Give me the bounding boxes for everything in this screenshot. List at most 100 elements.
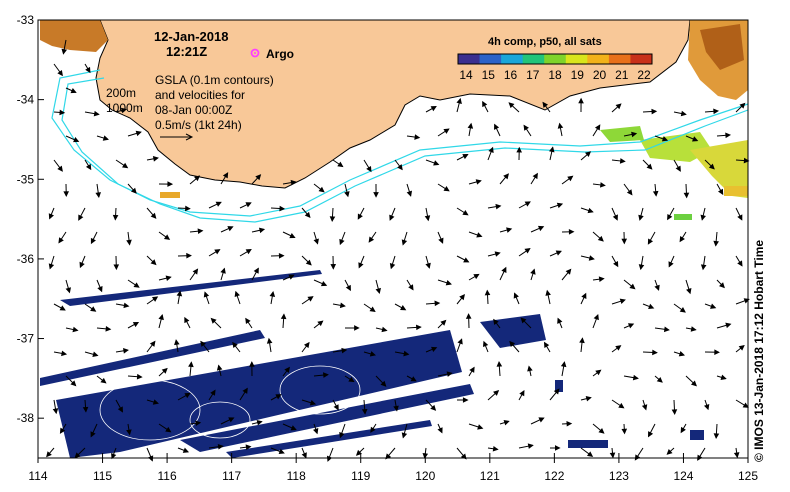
- velocity-arrow-head: [494, 251, 501, 257]
- velocity-arrow-head: [619, 298, 626, 304]
- velocity-arrow-head: [595, 369, 602, 376]
- velocity-arrow-head: [538, 417, 545, 423]
- y-tick-label: -34: [17, 93, 35, 107]
- velocity-arrow-head: [652, 349, 658, 356]
- plot-frame: [37, 19, 749, 459]
- velocity-arrow-head: [597, 235, 604, 242]
- velocity-arrow-head: [632, 374, 639, 381]
- velocity-arrow-head: [738, 344, 745, 351]
- velocity-arrow-head: [245, 248, 252, 255]
- velocity-arrow-head: [690, 380, 697, 387]
- velocity-arrow-head: [594, 124, 601, 131]
- velocity-arrow-head: [151, 296, 159, 302]
- velocity-arrow-head: [492, 445, 499, 452]
- x-tick-label: 117: [222, 469, 241, 483]
- velocity-arrow-head: [266, 337, 273, 344]
- velocity-arrow-head: [430, 404, 437, 411]
- velocity-arrow-head: [245, 202, 252, 208]
- velocity-arrow-head: [61, 350, 68, 357]
- velocity-arrow-head: [186, 252, 192, 259]
- velocity-arrow-head: [255, 174, 262, 181]
- gsla-contours: [99, 365, 361, 441]
- velocity-arrow-head: [100, 377, 107, 384]
- velocity-arrow-head: [553, 388, 560, 395]
- velocity-arrow-head: [437, 427, 443, 434]
- velocity-arrow-head: [393, 405, 399, 412]
- velocity-arrow-head: [648, 431, 654, 438]
- velocity-arrow-head: [549, 146, 555, 153]
- velocity-arrow-head: [184, 316, 190, 324]
- velocity-arrow-head: [555, 250, 562, 256]
- velocity-arrow-head: [185, 205, 191, 212]
- velocity-arrow-head: [184, 392, 191, 399]
- colorbar-tick-label: 17: [526, 68, 540, 82]
- velocity-arrow-head: [401, 432, 408, 439]
- velocity-arrow-head: [82, 406, 89, 413]
- velocity-arrow-head: [210, 317, 217, 324]
- velocity-arrow-head: [245, 317, 251, 324]
- velocity-arrow-head: [234, 290, 240, 298]
- colorbar-segment: [587, 54, 610, 64]
- velocity-arrow-head: [661, 136, 669, 142]
- velocity-arrow-head: [158, 313, 164, 321]
- velocity-arrow-head: [339, 238, 345, 246]
- velocity-arrow-head: [344, 191, 350, 198]
- velocity-arrow-head: [443, 128, 450, 134]
- velocity-arrow-head: [216, 364, 223, 371]
- colorbar-tick-label: 15: [482, 68, 496, 82]
- velocity-arrow-head: [496, 360, 503, 367]
- velocity-arrow-head: [578, 97, 584, 104]
- velocity-arrow-head: [210, 389, 216, 396]
- velocity-arrow-head: [656, 376, 663, 383]
- velocity-arrow-head: [627, 323, 635, 329]
- velocity-arrow-head: [59, 427, 66, 434]
- velocity-arrow-head: [215, 201, 222, 207]
- velocity-arrow-head: [203, 291, 210, 298]
- velocity-arrow-head: [493, 390, 500, 396]
- colorbar-segment: [544, 54, 567, 64]
- velocity-arrow-head: [598, 427, 605, 434]
- velocity-arrow-head: [612, 214, 618, 221]
- velocity-arrow-head: [403, 350, 410, 357]
- velocity-arrow-head: [743, 157, 750, 164]
- x-tick-label: 120: [415, 469, 435, 483]
- velocity-arrow-head: [542, 101, 549, 108]
- velocity-arrow-head: [355, 449, 362, 456]
- colorbar-tick-label: 20: [593, 68, 607, 82]
- velocity-arrow-head: [366, 165, 372, 173]
- velocity-arrow-head: [284, 366, 290, 373]
- velocity-arrow-head: [102, 135, 109, 141]
- velocity-arrow-head: [581, 292, 587, 300]
- velocity-arrow-head: [305, 259, 312, 266]
- velocity-arrow-head: [626, 189, 633, 196]
- velocity-arrow-head: [389, 263, 396, 270]
- velocity-arrow-head: [593, 313, 599, 321]
- velocity-arrow-head: [440, 319, 447, 326]
- colorbar: [457, 53, 653, 65]
- velocity-arrow-head: [545, 289, 551, 296]
- velocity-arrow-head: [278, 448, 285, 455]
- velocity-arrow-head: [737, 214, 743, 221]
- sst-cold-swaths: [40, 270, 704, 458]
- velocity-arrow-head: [438, 237, 444, 244]
- x-tick-label: 122: [544, 469, 564, 483]
- velocity-arrow-head: [686, 288, 692, 295]
- velocity-arrow-head: [333, 404, 339, 411]
- velocity-arrow-head: [424, 215, 431, 222]
- velocity-arrow-head: [652, 190, 659, 197]
- colorbar-segment: [630, 54, 653, 64]
- velocity-arrow-head: [126, 429, 132, 436]
- velocity-arrow-head: [488, 146, 494, 154]
- velocity-arrow-head: [513, 292, 519, 299]
- velocity-arrow-head: [369, 351, 376, 357]
- velocity-arrow-head: [165, 275, 172, 281]
- velocity-arrow-head: [410, 376, 417, 382]
- velocity-arrow-head: [647, 238, 654, 245]
- legend-line-1: GSLA (0.1m contours): [155, 73, 274, 87]
- colorbar-tick-label: 16: [504, 68, 518, 82]
- velocity-arrow-head: [57, 165, 63, 172]
- velocity-arrow-head: [520, 317, 527, 324]
- velocity-arrow-head: [348, 376, 355, 383]
- x-tick-label: 116: [158, 469, 177, 483]
- colorbar-segment: [565, 54, 588, 64]
